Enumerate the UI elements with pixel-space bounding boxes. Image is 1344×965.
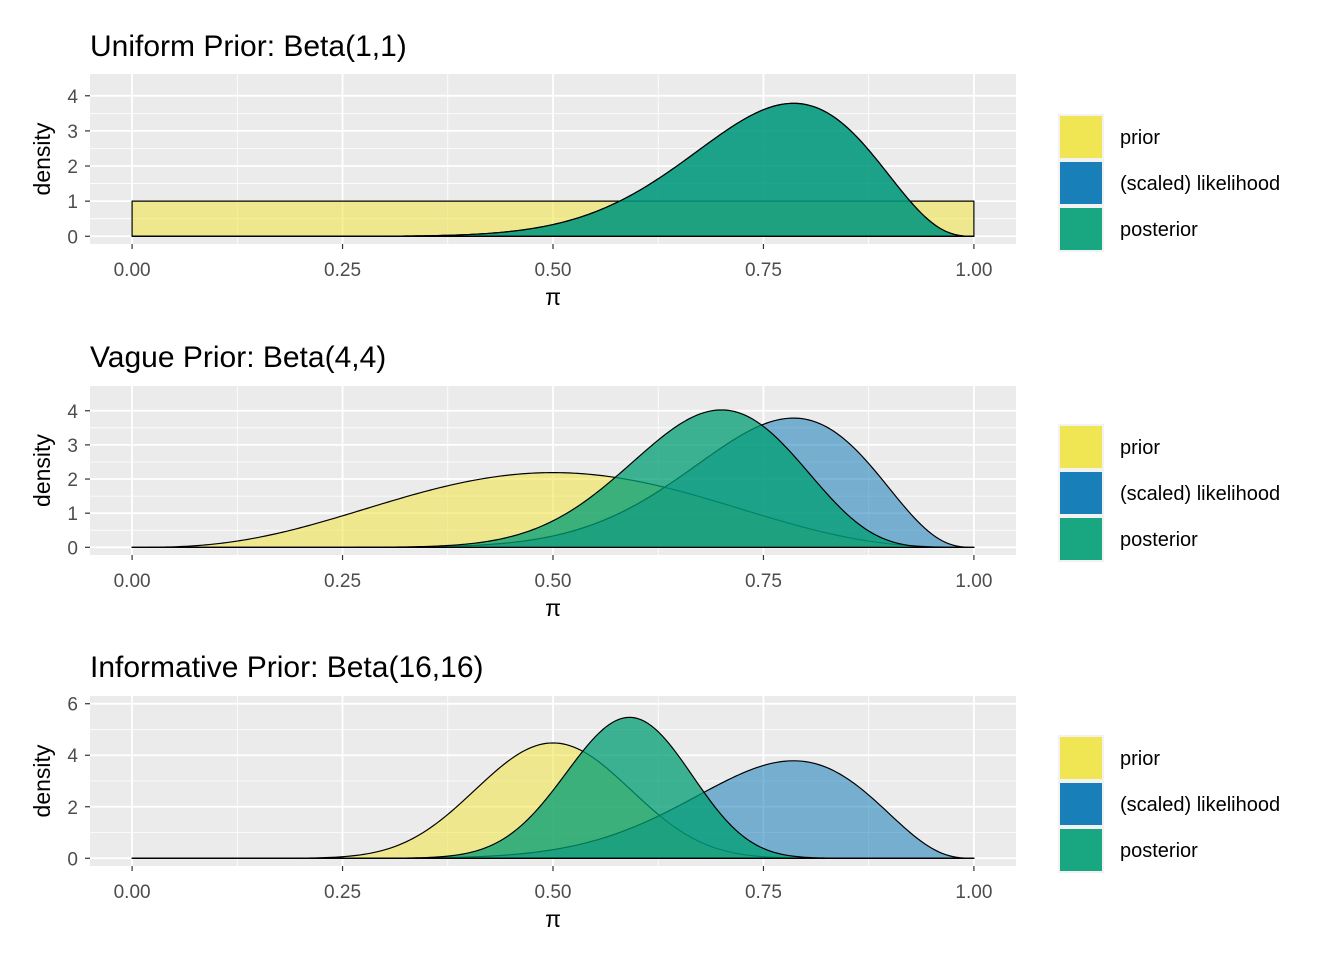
legend-label-posterior: posterior <box>1120 219 1198 241</box>
legend-label-posterior: posterior <box>1120 529 1198 551</box>
legend: prior (scaled) likelihood posterior <box>1058 114 1280 252</box>
density-area-posterior <box>131 409 975 548</box>
x-axis-label: π <box>545 906 561 932</box>
panel-title: Vague Prior: Beta(4,4) <box>90 341 386 374</box>
legend-label-likelihood: (scaled) likelihood <box>1120 483 1280 505</box>
x-tick-label: 0.25 <box>324 260 361 281</box>
x-axis-label: π <box>545 595 561 621</box>
x-tick-label: 0.25 <box>324 571 361 592</box>
panel-2: Vague Prior: Beta(4,4) 0.00 0.25 0.50 0.75 1.… <box>29 341 1280 621</box>
x-tick-label: 0.00 <box>114 260 151 281</box>
y-tick-label: 1 <box>67 504 78 525</box>
y-tick-label: 6 <box>67 695 78 716</box>
legend-swatch-prior <box>1060 737 1102 779</box>
density-area-posterior <box>131 102 975 237</box>
y-tick-label: 4 <box>67 402 78 423</box>
legend-swatch-posterior <box>1060 518 1102 560</box>
y-tick-label: 2 <box>67 157 78 178</box>
panel-3: Informative Prior: Beta(16,16) 0.00 0.25 0.… <box>29 651 1280 932</box>
x-tick-label: 1.00 <box>955 571 992 592</box>
x-tick-label: 1.00 <box>955 260 992 281</box>
y-axis-label: density <box>29 434 55 507</box>
x-tick-label: 0.50 <box>535 571 572 592</box>
legend-swatch-posterior <box>1060 208 1102 250</box>
legend-label-likelihood: (scaled) likelihood <box>1120 794 1280 816</box>
x-tick-label: 1.00 <box>955 882 992 903</box>
y-tick-label: 4 <box>67 87 78 108</box>
legend-swatch-prior <box>1060 426 1102 468</box>
panel-title: Uniform Prior: Beta(1,1) <box>90 30 407 63</box>
legend: prior (scaled) likelihood posterior <box>1058 735 1280 873</box>
legend-swatch-likelihood <box>1060 472 1102 514</box>
x-tick-label: 0.50 <box>535 882 572 903</box>
x-tick-label: 0.50 <box>535 260 572 281</box>
legend-swatch-likelihood <box>1060 162 1102 204</box>
x-tick-label: 0.75 <box>745 882 782 903</box>
x-tick-label: 0.25 <box>324 882 361 903</box>
x-axis-label: π <box>545 284 561 310</box>
y-tick-label: 2 <box>67 798 78 819</box>
legend-swatch-posterior <box>1060 829 1102 871</box>
y-tick-label: 0 <box>67 538 78 559</box>
y-axis-label: density <box>29 122 55 195</box>
x-tick-label: 0.75 <box>745 260 782 281</box>
y-axis-label: density <box>29 744 55 817</box>
legend-label-prior: prior <box>1120 748 1160 770</box>
legend-label-prior: prior <box>1120 437 1160 459</box>
legend-swatch-likelihood <box>1060 783 1102 825</box>
legend-label-likelihood: (scaled) likelihood <box>1120 173 1280 195</box>
legend: prior (scaled) likelihood posterior <box>1058 424 1280 562</box>
legend-label-posterior: posterior <box>1120 840 1198 862</box>
y-tick-label: 4 <box>67 746 78 767</box>
legend-label-prior: prior <box>1120 127 1160 149</box>
y-tick-label: 2 <box>67 470 78 491</box>
y-tick-label: 0 <box>67 227 78 248</box>
panel-title: Informative Prior: Beta(16,16) <box>90 651 484 684</box>
density-area-posterior <box>131 716 975 859</box>
y-tick-label: 3 <box>67 122 78 143</box>
x-tick-label: 0.00 <box>114 882 151 903</box>
panel-1: Uniform Prior: Beta(1,1) 0.00 0.25 0.50 0.75… <box>29 30 1280 310</box>
legend-swatch-prior <box>1060 116 1102 158</box>
y-tick-label: 0 <box>67 849 78 870</box>
y-tick-label: 3 <box>67 436 78 457</box>
y-tick-label: 1 <box>67 192 78 213</box>
x-tick-label: 0.00 <box>114 571 151 592</box>
x-tick-label: 0.75 <box>745 571 782 592</box>
